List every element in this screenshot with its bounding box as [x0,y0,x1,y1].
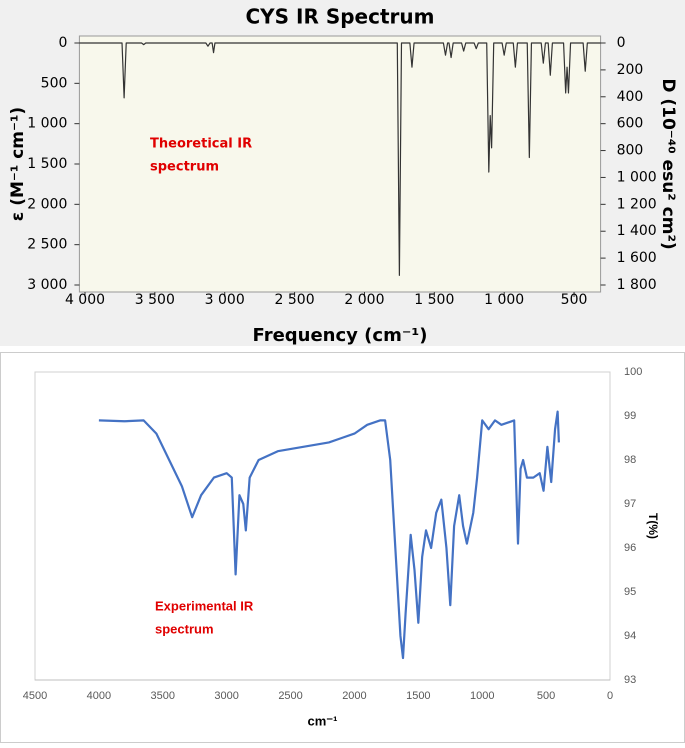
annotation: Experimental IR [155,598,254,613]
spectrum-line [98,410,560,660]
x-tick-label: 2 500 [275,292,315,308]
spectrum-line [79,42,601,276]
y2-tick-label: 1 200 [617,196,657,212]
y-tick-label: 93 [624,674,636,686]
y-axis-label: T(%) [646,513,660,539]
x-tick-label: 3000 [214,690,238,702]
x-tick-label: 2000 [342,690,366,702]
y-tick-label: 97 [624,498,636,510]
annotation: spectrum [150,160,219,175]
y2-tick-label: 800 [617,143,644,159]
y-tick-label: 500 [41,75,68,91]
y2-tick-label: 1 800 [617,277,657,293]
bottom-panel [0,352,685,743]
x-tick-label: 4 000 [65,292,105,308]
y-tick-label: 98 [624,454,636,466]
x-tick-label: 500 [561,292,588,308]
y2-tick-label: 1 000 [617,169,657,185]
y-tick-label: 100 [624,366,642,378]
y-tick-label: 1 500 [27,156,67,172]
y-tick-label: 3 000 [27,277,67,293]
y-tick-label: 94 [624,630,636,642]
y2-tick-label: 600 [617,116,644,132]
x-tick-label: 4500 [23,690,47,702]
y-tick-label: 0 [58,35,67,51]
x-tick-label: 0 [607,690,613,702]
chart-title: CYS IR Spectrum [246,5,435,29]
y2-tick-label: 400 [617,89,644,105]
y2-tick-label: 1 600 [617,250,657,266]
x-tick-label: 3 000 [205,292,245,308]
plot-area [78,35,602,293]
y2-axis-label: D (10⁻⁴⁰ esu² cm²) [658,78,678,249]
y-tick-label: 99 [624,410,636,422]
y2-tick-label: 200 [617,62,644,78]
x-tick-label: 2 000 [344,292,384,308]
y-tick-label: 2 000 [27,196,67,212]
x-tick-label: 1 000 [484,292,524,308]
x-axis-label: cm⁻¹ [308,713,338,728]
y2-tick-label: 1 400 [617,223,657,239]
y2-tick-label: 0 [617,35,626,51]
annotation: Theoretical IR [150,137,252,152]
x-tick-label: 1500 [406,690,430,702]
x-tick-label: 1 500 [414,292,454,308]
x-tick-label: 500 [537,690,555,702]
y-tick-label: 95 [624,586,636,598]
y-tick-label: 2 500 [27,237,67,253]
x-axis-label: Frequency (cm⁻¹) [253,325,428,346]
annotation: spectrum [155,621,214,636]
x-tick-label: 1000 [470,690,494,702]
y-tick-label: 1 000 [27,116,67,132]
x-tick-label: 3 500 [135,292,175,308]
y-tick-label: 96 [624,542,636,554]
x-tick-label: 4000 [87,690,111,702]
y-axis-label: ε (M⁻¹ cm⁻¹) [8,107,28,221]
x-tick-label: 2500 [278,690,302,702]
x-tick-label: 3500 [151,690,175,702]
